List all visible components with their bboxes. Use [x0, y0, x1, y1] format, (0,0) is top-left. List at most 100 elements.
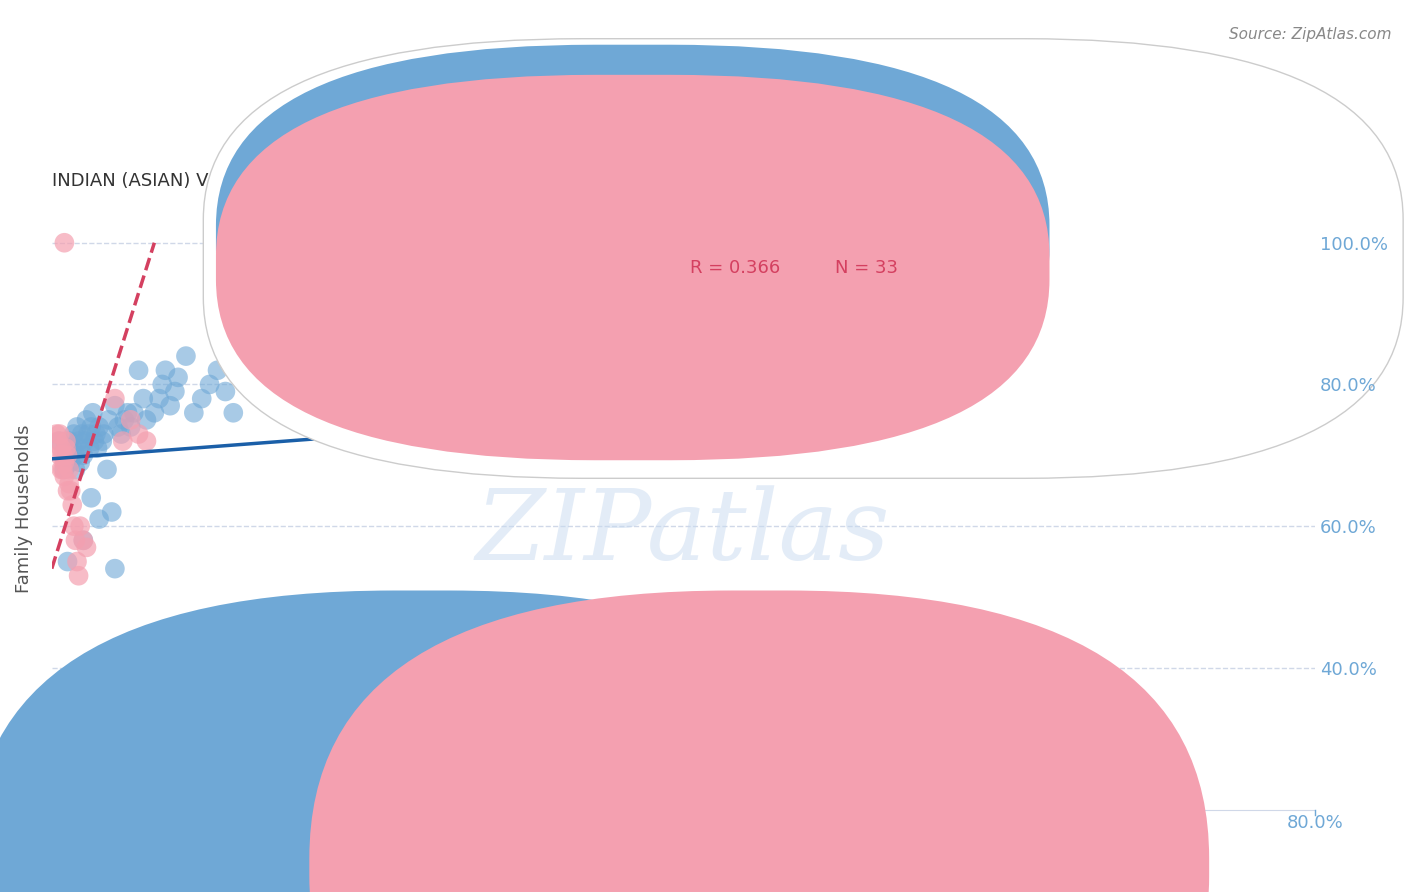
Point — [107, 420, 129, 434]
Point — [60, 441, 83, 455]
Point — [67, 434, 90, 449]
Point — [79, 441, 101, 455]
Point — [309, 356, 332, 370]
Point — [104, 399, 127, 413]
Point — [104, 392, 127, 406]
Point — [356, 356, 378, 370]
Point — [87, 420, 110, 434]
Text: ZIPatlas: ZIPatlas — [477, 485, 890, 580]
Point — [52, 448, 75, 462]
Point — [1302, 342, 1324, 356]
Point — [1272, 349, 1295, 363]
Text: R = 0.313: R = 0.313 — [689, 228, 780, 246]
Point — [63, 519, 86, 533]
Point — [198, 377, 221, 392]
Point — [84, 427, 107, 442]
Point — [58, 462, 80, 476]
Text: Source: ZipAtlas.com: Source: ZipAtlas.com — [1229, 27, 1392, 42]
Point — [561, 384, 583, 399]
Point — [80, 491, 103, 505]
Point — [122, 406, 145, 420]
Point — [120, 413, 142, 427]
Point — [53, 455, 76, 469]
Point — [262, 377, 284, 392]
Point — [96, 462, 118, 476]
Point — [53, 235, 76, 250]
Point — [222, 406, 245, 420]
Point — [72, 533, 94, 548]
Point — [46, 434, 69, 449]
Point — [91, 434, 114, 449]
Point — [593, 370, 616, 384]
Text: R = 0.366: R = 0.366 — [689, 259, 780, 277]
Point — [111, 434, 134, 449]
Point — [174, 349, 197, 363]
Point — [766, 611, 789, 625]
Point — [159, 399, 181, 413]
Point — [1209, 399, 1232, 413]
Point — [956, 363, 979, 377]
Point — [48, 427, 70, 442]
Point — [893, 632, 915, 647]
Point — [63, 427, 86, 442]
Text: N = 33: N = 33 — [835, 259, 898, 277]
Text: Indians (Asian): Indians (Asian) — [444, 852, 568, 870]
Point — [104, 561, 127, 575]
Point — [155, 363, 177, 377]
Point — [246, 356, 269, 370]
Point — [285, 342, 308, 356]
Point — [214, 384, 236, 399]
Point — [609, 356, 631, 370]
Point — [84, 710, 107, 724]
Text: Immigrants from Saudi Arabia: Immigrants from Saudi Arabia — [718, 852, 969, 870]
Point — [253, 384, 276, 399]
Point — [1295, 363, 1317, 377]
Point — [1146, 243, 1168, 257]
Point — [66, 555, 89, 569]
Point — [80, 689, 103, 703]
Point — [1225, 377, 1247, 392]
Point — [703, 363, 725, 377]
Point — [48, 448, 70, 462]
Point — [1240, 370, 1263, 384]
Point — [55, 441, 77, 455]
Point — [277, 320, 299, 334]
Point — [1303, 342, 1326, 356]
Point — [190, 392, 212, 406]
Point — [640, 349, 662, 363]
Point — [163, 384, 186, 399]
FancyBboxPatch shape — [217, 75, 1049, 460]
Text: INDIAN (ASIAN) VS IMMIGRANTS FROM SAUDI ARABIA FAMILY HOUSEHOLDS CORRELATION CHA: INDIAN (ASIAN) VS IMMIGRANTS FROM SAUDI … — [52, 172, 932, 191]
Point — [56, 448, 79, 462]
Point — [373, 406, 395, 420]
Point — [51, 462, 73, 476]
Point — [112, 413, 135, 427]
Point — [65, 462, 87, 476]
Point — [231, 370, 253, 384]
Point — [55, 441, 77, 455]
Point — [73, 434, 96, 449]
Point — [325, 363, 347, 377]
Point — [97, 413, 120, 427]
Point — [53, 469, 76, 483]
Point — [110, 427, 132, 442]
Point — [183, 406, 205, 420]
Point — [301, 384, 323, 399]
Point — [128, 427, 150, 442]
Point — [1177, 377, 1199, 392]
Point — [55, 434, 77, 449]
Point — [925, 377, 948, 392]
Point — [87, 512, 110, 526]
Point — [56, 483, 79, 498]
Point — [799, 392, 821, 406]
Point — [988, 363, 1011, 377]
Point — [69, 519, 91, 533]
Point — [45, 427, 67, 442]
Point — [48, 434, 70, 449]
Point — [120, 420, 142, 434]
Point — [316, 377, 339, 392]
Point — [135, 413, 157, 427]
Point — [340, 384, 363, 399]
Point — [419, 356, 441, 370]
Y-axis label: Family Households: Family Households — [15, 425, 32, 592]
